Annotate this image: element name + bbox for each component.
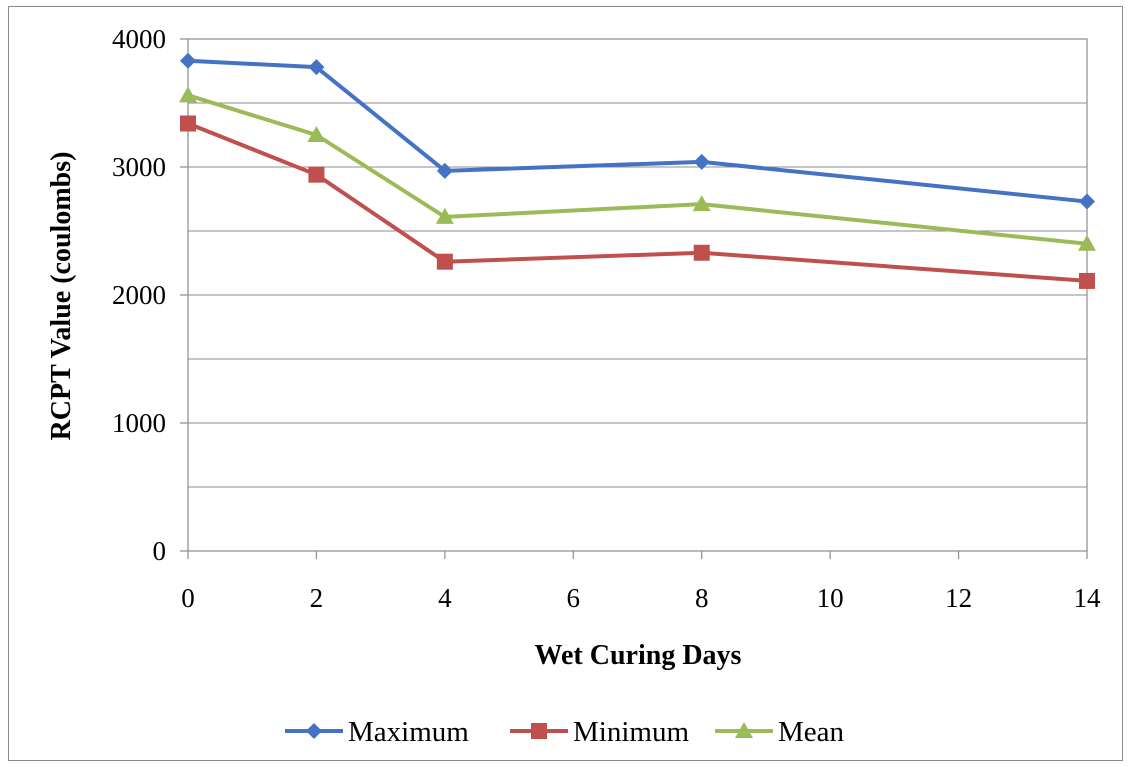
mean-point (307, 126, 326, 142)
x-tick-label: 14 (1074, 583, 1102, 613)
legend-item-mean: Mean (715, 716, 845, 748)
x-axis-title: Wet Curing Days (535, 640, 742, 671)
y-tick-label: 1000 (112, 408, 166, 438)
minimum-point (180, 115, 196, 132)
y-tick-label: 3000 (112, 152, 166, 182)
mean-point (179, 86, 197, 103)
maximum-point (1079, 193, 1095, 210)
legend-label: Mean (778, 716, 845, 748)
maximum-point (693, 153, 710, 170)
legend: Maximum Minimum Mean (285, 716, 845, 748)
minimum-point (693, 244, 710, 261)
y-tick-label: 4000 (112, 24, 166, 54)
x-tick-label: 8 (695, 583, 709, 613)
maximum-point (436, 162, 453, 179)
x-tick-label: 2 (310, 583, 324, 613)
y-axis-title: RCPT Value (coulombs) (46, 152, 77, 441)
mean-point (692, 195, 711, 212)
legend-marker (306, 723, 322, 739)
minimum-point (436, 253, 453, 270)
x-tick-label: 6 (567, 583, 581, 613)
legend-item-maximum: Maximum (285, 716, 469, 748)
y-tick-label: 0 (153, 536, 167, 566)
series-minimum (180, 115, 1095, 289)
series-layer (179, 52, 1096, 289)
x-tick-label: 10 (817, 583, 844, 613)
x-tick-label: 12 (945, 583, 972, 613)
minimum-point (1079, 272, 1095, 289)
maximum-point (180, 52, 196, 69)
legend-marker (735, 722, 753, 738)
mean-point (1078, 234, 1096, 251)
gridlines (188, 102, 1087, 488)
legend-marker (531, 723, 547, 739)
legend-label: Maximum (348, 716, 469, 748)
x-tick-label: 4 (438, 583, 452, 613)
y-tick-label: 2000 (112, 280, 166, 310)
axes: 0 1000 2000 3000 4000 0 2 4 6 8 10 12 14 (112, 24, 1101, 613)
legend-label: Minimum (573, 716, 689, 748)
chart-frame (8, 6, 1123, 761)
minimum-line (187, 121, 1088, 283)
mean-point (435, 207, 454, 224)
legend-item-minimum: Minimum (510, 716, 689, 748)
minimum-point (308, 166, 325, 183)
series-maximum (180, 52, 1095, 210)
series-mean (179, 86, 1096, 251)
x-tick-label: 0 (181, 583, 195, 613)
maximum-point (308, 59, 325, 76)
